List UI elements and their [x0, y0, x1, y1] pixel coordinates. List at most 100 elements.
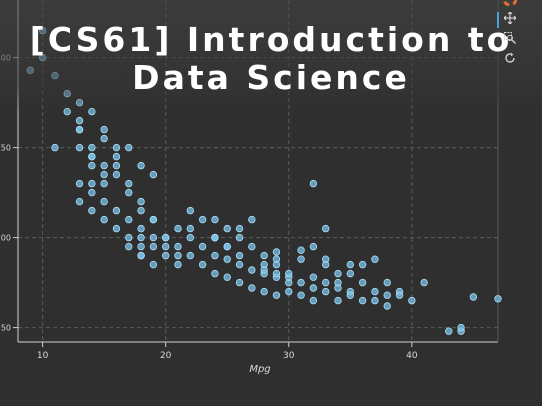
x-tick-label: 10 — [37, 351, 49, 361]
data-point — [150, 216, 157, 223]
data-point — [359, 279, 366, 286]
data-point — [384, 279, 391, 286]
data-point — [273, 270, 280, 277]
data-point — [298, 279, 305, 286]
data-point — [384, 292, 391, 299]
data-point — [298, 292, 305, 299]
data-point — [187, 252, 194, 259]
data-point — [409, 297, 416, 304]
data-point — [322, 279, 329, 286]
data-point — [212, 234, 219, 241]
data-point — [347, 292, 354, 299]
data-point — [273, 261, 280, 268]
data-point — [310, 285, 317, 292]
data-point — [384, 303, 391, 310]
data-point — [138, 243, 145, 250]
data-point — [199, 216, 206, 223]
data-point — [101, 216, 108, 223]
data-point — [495, 296, 502, 303]
data-point — [261, 252, 268, 259]
data-point — [224, 256, 231, 263]
data-point — [113, 162, 120, 169]
data-point — [347, 261, 354, 268]
data-point — [335, 297, 342, 304]
data-point — [236, 234, 243, 241]
data-point — [445, 328, 452, 335]
data-point — [298, 256, 305, 263]
data-point — [298, 247, 305, 254]
data-point — [101, 162, 108, 169]
data-point — [199, 243, 206, 250]
data-point — [236, 252, 243, 259]
bokeh-logo-icon[interactable] — [500, 0, 520, 8]
data-point — [125, 216, 132, 223]
data-point — [322, 225, 329, 232]
data-point — [150, 171, 157, 178]
data-point — [249, 267, 256, 274]
y-tick-label: 50 — [1, 324, 11, 333]
data-point — [212, 252, 219, 259]
data-point — [310, 297, 317, 304]
data-point — [113, 171, 120, 178]
data-point — [224, 274, 231, 281]
data-point — [273, 292, 280, 299]
data-point — [89, 144, 96, 151]
data-point — [150, 243, 157, 250]
data-point — [421, 279, 428, 286]
data-point — [175, 243, 182, 250]
x-tick-label: 20 — [160, 351, 172, 361]
data-point — [310, 274, 317, 281]
data-point — [470, 294, 477, 301]
data-point — [175, 225, 182, 232]
data-point — [101, 180, 108, 187]
data-point — [249, 243, 256, 250]
pan-icon[interactable] — [500, 12, 520, 28]
data-point — [396, 292, 403, 299]
reset-icon[interactable] — [500, 52, 520, 68]
data-point — [138, 234, 145, 241]
data-point — [310, 180, 317, 187]
y-tick-label: 150 — [0, 144, 11, 153]
data-point — [76, 144, 83, 151]
data-point — [138, 252, 145, 259]
data-point — [162, 234, 169, 241]
data-point — [224, 225, 231, 232]
data-point — [101, 135, 108, 142]
data-point — [113, 144, 120, 151]
data-point — [125, 243, 132, 250]
data-point — [359, 261, 366, 268]
data-point — [138, 198, 145, 205]
data-point — [175, 252, 182, 259]
data-point — [89, 207, 96, 214]
x-tick-label: 30 — [283, 351, 295, 361]
data-point — [76, 126, 83, 133]
data-point — [89, 162, 96, 169]
data-point — [187, 207, 194, 214]
data-point — [76, 180, 83, 187]
data-point — [113, 225, 120, 232]
data-point — [113, 207, 120, 214]
data-point — [138, 225, 145, 232]
data-point — [347, 270, 354, 277]
data-point — [310, 243, 317, 250]
data-point — [359, 297, 366, 304]
data-point — [249, 285, 256, 292]
data-point — [150, 234, 157, 241]
data-point — [224, 243, 231, 250]
data-point — [89, 153, 96, 160]
data-point — [372, 297, 379, 304]
data-point — [458, 324, 465, 331]
data-point — [150, 261, 157, 268]
data-point — [236, 225, 243, 232]
data-point — [187, 225, 194, 232]
data-point — [101, 171, 108, 178]
data-point — [285, 288, 292, 295]
box-zoom-icon[interactable] — [500, 32, 520, 48]
x-tick-label: 40 — [406, 351, 418, 361]
data-point — [101, 126, 108, 133]
data-point — [101, 198, 108, 205]
x-axis-label: Mpg — [249, 364, 270, 375]
data-point — [199, 261, 206, 268]
y-tick-label: 100 — [0, 234, 11, 243]
